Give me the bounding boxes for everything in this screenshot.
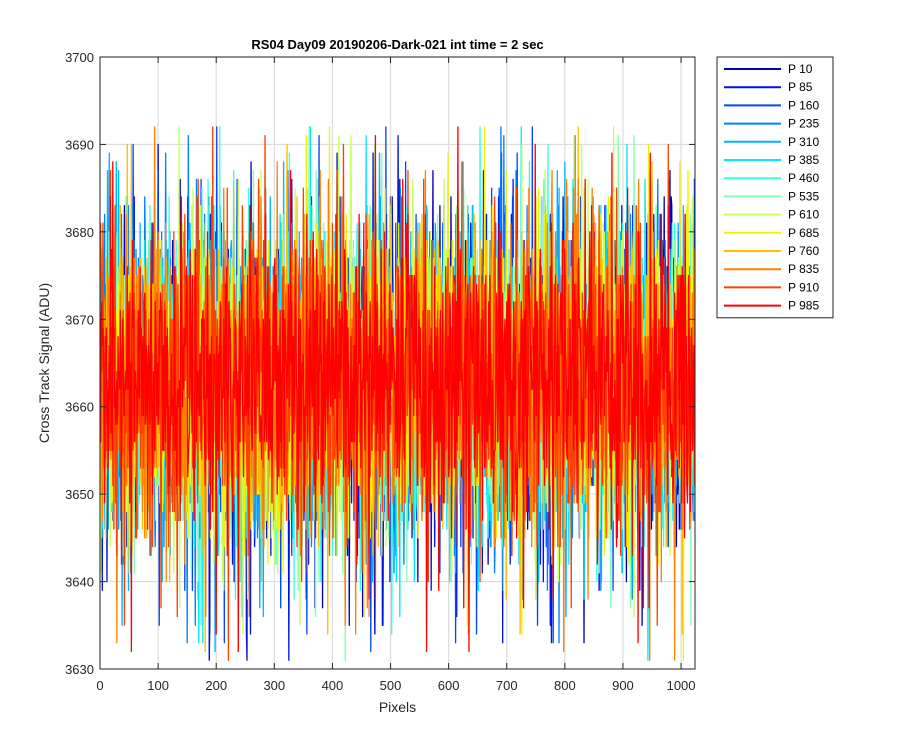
y-axis: 3630 3640 3650 3660 3670 3680 3690 3700: [65, 50, 695, 677]
y-tick-label: 3680: [65, 225, 94, 240]
x-tick-label: 0: [96, 678, 103, 693]
y-tick-label: 3650: [65, 487, 94, 502]
x-tick-label: 300: [263, 678, 285, 693]
legend-entry: P 685: [788, 226, 819, 240]
legend-entry: P 610: [788, 208, 819, 222]
y-tick-label: 3700: [65, 50, 94, 65]
axes-frame: [99, 56, 696, 670]
series-layer: [100, 126, 695, 661]
legend-entry: P 385: [788, 153, 819, 167]
legend-entry: P 985: [788, 299, 819, 313]
legend-entry: P 535: [788, 189, 819, 203]
y-tick-label: 3690: [65, 137, 94, 152]
legend-entry: P 160: [788, 98, 819, 112]
legend-entry: P 85: [788, 80, 813, 94]
x-tick-label: 800: [554, 678, 576, 693]
x-tick-label: 900: [612, 678, 634, 693]
legend-entry: P 10: [788, 62, 813, 76]
legend: P 10 P 85 P 160 P 235 P 310 P 385 P 460 P 535 P …: [716, 56, 834, 319]
legend-entry: P 910: [788, 280, 819, 294]
chart-title: RS04 Day09 20190206-Dark-021 int time = …: [251, 37, 543, 52]
x-axis: 0 100 200 300 400 500 600 700 800 900 1000: [96, 57, 696, 693]
y-tick-label: 3660: [65, 400, 94, 415]
legend-box: [716, 56, 834, 319]
legend-entry: P 235: [788, 117, 819, 131]
x-tick-label: 400: [322, 678, 344, 693]
x-tick-label: 100: [147, 678, 169, 693]
x-tick-label: 600: [438, 678, 460, 693]
y-tick-label: 3640: [65, 575, 94, 590]
legend-entry: P 760: [788, 244, 819, 258]
x-tick-label: 500: [380, 678, 402, 693]
y-tick-label: 3630: [65, 662, 94, 677]
y-tick-label: 3670: [65, 312, 94, 327]
x-tick-label: 1000: [667, 678, 696, 693]
x-axis-label: Pixels: [379, 699, 416, 715]
legend-entry: P 835: [788, 262, 819, 276]
legend-entry: P 310: [788, 135, 819, 149]
legend-entry: P 460: [788, 171, 819, 185]
y-axis-label: Cross Track Signal (ADU): [36, 283, 52, 443]
series-line-p985: [100, 126, 695, 653]
x-tick-label: 700: [496, 678, 518, 693]
x-tick-label: 200: [205, 678, 227, 693]
